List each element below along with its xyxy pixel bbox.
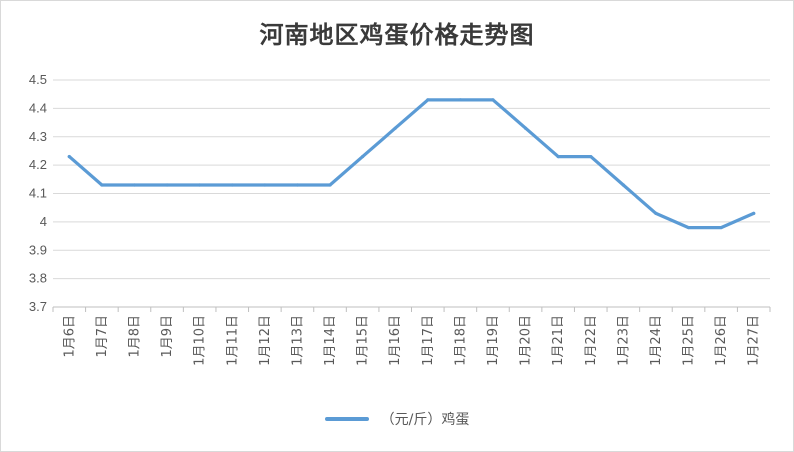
y-tick-label: 3.9 <box>29 242 47 257</box>
x-tick-label: 1月22日 <box>584 315 599 366</box>
x-tick-label: 1月13日 <box>290 315 305 366</box>
data-point <box>361 155 365 159</box>
y-tick-label: 4.4 <box>29 100 47 115</box>
x-tick-label: 1月18日 <box>453 315 468 366</box>
data-point <box>132 183 137 187</box>
y-tick-label: 4.1 <box>29 186 47 201</box>
y-tick-label: 4.2 <box>29 157 47 172</box>
x-tick-label: 1月26日 <box>714 315 729 366</box>
x-tick-label: 1月11日 <box>225 315 240 366</box>
data-point <box>426 98 430 102</box>
data-point <box>523 126 528 130</box>
data-point <box>686 225 691 230</box>
data-point <box>752 211 756 215</box>
data-point <box>589 155 593 159</box>
legend-swatch <box>324 417 369 421</box>
data-point <box>263 183 267 187</box>
x-tick-label: 1月20日 <box>519 315 534 366</box>
x-tick-label: 1月24日 <box>649 315 664 366</box>
x-tick-label: 1月17日 <box>421 315 436 366</box>
data-point <box>393 126 397 130</box>
data-point <box>100 183 104 187</box>
data-point <box>458 98 462 102</box>
legend: （元/斤）鸡蛋 <box>1 409 793 429</box>
data-point <box>295 183 300 187</box>
data-point <box>198 183 202 187</box>
y-tick-label: 3.8 <box>29 271 47 286</box>
chart-title: 河南地区鸡蛋价格走势图 <box>259 20 535 49</box>
x-tick-label: 1月9日 <box>160 315 175 358</box>
x-tick-label: 1月25日 <box>682 315 697 366</box>
data-point <box>654 211 658 215</box>
data-point <box>230 183 234 187</box>
y-tick-label: 4 <box>40 214 47 229</box>
x-tick-label: 1月10日 <box>193 315 208 366</box>
x-tick-label: 1月27日 <box>747 315 762 366</box>
data-point <box>621 183 625 187</box>
y-tick-label: 4.5 <box>29 72 47 87</box>
data-point <box>165 183 169 187</box>
data-point <box>328 183 332 187</box>
y-tick-label: 4.3 <box>29 129 47 144</box>
data-point <box>556 155 560 159</box>
y-tick-label: 3.7 <box>29 299 47 314</box>
x-tick-label: 1月15日 <box>356 315 371 366</box>
data-point <box>67 155 71 159</box>
x-tick-label: 1月12日 <box>258 315 273 366</box>
x-tick-label: 1月23日 <box>616 315 631 366</box>
x-tick-label: 1月16日 <box>388 315 403 366</box>
x-tick-label: 1月19日 <box>486 315 501 366</box>
data-point <box>719 225 723 230</box>
x-tick-label: 1月6日 <box>62 315 77 358</box>
legend-label: （元/斤）鸡蛋 <box>380 412 470 428</box>
x-tick-label: 1月7日 <box>95 315 110 358</box>
x-tick-label: 1月8日 <box>127 315 142 358</box>
x-tick-label: 1月21日 <box>551 315 566 366</box>
x-tick-label: 1月14日 <box>323 315 338 366</box>
series-line <box>67 98 756 230</box>
data-point <box>491 98 495 102</box>
